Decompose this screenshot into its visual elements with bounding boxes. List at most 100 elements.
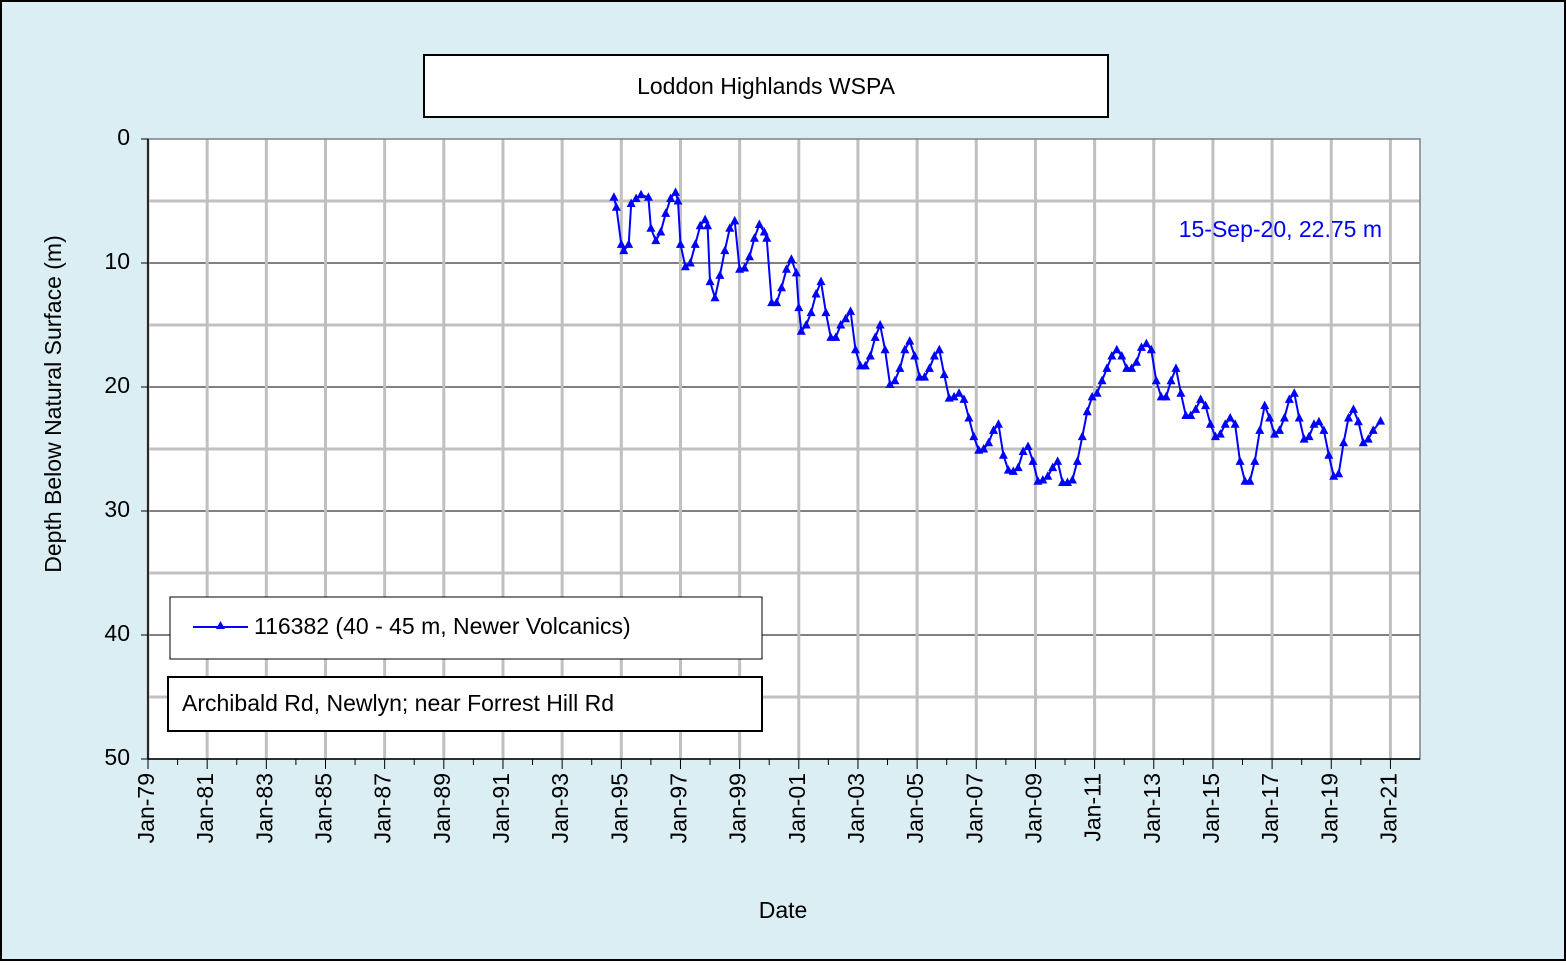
marker [920, 372, 930, 381]
marker [875, 320, 885, 329]
marker [791, 267, 801, 277]
marker [1112, 344, 1122, 354]
marker [1008, 466, 1018, 475]
marker [1220, 419, 1230, 428]
location-box [167, 676, 763, 732]
marker [969, 431, 979, 441]
marker [846, 306, 856, 315]
marker [740, 262, 750, 272]
marker [777, 282, 787, 292]
marker [720, 245, 730, 255]
x-tick-label: Jan-93 [547, 773, 573, 843]
annotation: 15-Sep-20, 22.75 m [1179, 216, 1382, 242]
marker [786, 254, 796, 263]
marker [624, 239, 634, 248]
marker [841, 313, 851, 323]
x-tick-label: Jan-11 [1080, 773, 1106, 842]
y-tick-label: 0 [117, 124, 130, 150]
marker [850, 344, 860, 354]
marker [1348, 404, 1358, 413]
location-label: Archibald Rd, Newlyn; near Forrest Hill … [182, 690, 614, 716]
marker [1294, 413, 1304, 422]
x-tick-label: Jan-03 [843, 773, 869, 843]
marker [631, 193, 641, 203]
marker [831, 332, 841, 341]
x-tick-label: Jan-79 [133, 773, 159, 843]
marker [643, 192, 653, 201]
marker [1344, 413, 1354, 422]
x-tick-label: Jan-05 [902, 773, 928, 843]
marker [1013, 462, 1023, 472]
marker [749, 233, 759, 242]
marker [673, 196, 683, 205]
marker [1255, 425, 1265, 434]
marker [934, 344, 944, 354]
marker [1205, 419, 1215, 428]
marker [1053, 456, 1063, 465]
x-tick-label: Jan-21 [1375, 773, 1401, 843]
marker [710, 292, 720, 302]
x-tick-label: Jan-95 [606, 773, 632, 843]
plot [609, 187, 1386, 486]
marker [1082, 406, 1092, 416]
marker [1339, 437, 1349, 447]
marker [949, 391, 959, 401]
marker [1166, 375, 1176, 385]
marker [1250, 456, 1260, 465]
x-tick-label: Jan-89 [429, 773, 455, 843]
x-tick-label: Jan-13 [1139, 773, 1165, 843]
marker [1028, 456, 1038, 465]
marker [1274, 425, 1284, 434]
marker [1260, 400, 1270, 410]
marker [1023, 441, 1033, 451]
marker [939, 369, 949, 379]
marker [675, 239, 685, 248]
marker [1191, 404, 1201, 413]
marker [1363, 434, 1373, 443]
marker [796, 326, 806, 335]
marker [1284, 394, 1294, 403]
marker [1235, 456, 1245, 465]
marker [611, 202, 621, 211]
marker [1304, 431, 1314, 441]
marker [806, 307, 816, 317]
marker [984, 437, 994, 447]
marker [744, 251, 754, 261]
marker [880, 344, 890, 354]
marker [754, 219, 764, 229]
x-tick-label: Jan-83 [251, 773, 277, 843]
y-tick-label: 40 [104, 620, 130, 646]
marker [1136, 342, 1146, 351]
marker [1265, 413, 1275, 422]
marker [636, 189, 646, 199]
marker [1353, 416, 1363, 426]
legend-marker [216, 621, 225, 629]
marker [1196, 394, 1206, 403]
x-axis-label: Date [759, 897, 808, 923]
marker [1314, 416, 1324, 426]
marker [1368, 425, 1378, 434]
marker [1279, 413, 1289, 422]
marker [890, 375, 900, 385]
marker [900, 344, 910, 354]
marker [1161, 391, 1171, 401]
marker [1334, 468, 1344, 478]
marker [705, 276, 715, 286]
marker [730, 215, 740, 225]
marker [954, 388, 964, 397]
marker [1225, 413, 1235, 422]
x-tick-label: Jan-87 [370, 773, 396, 843]
marker [905, 336, 915, 345]
marker [762, 233, 772, 242]
marker [1141, 338, 1151, 348]
marker [1097, 375, 1107, 385]
marker [1092, 388, 1102, 397]
marker [1171, 363, 1181, 372]
legend-label: 116382 (40 - 45 m, Newer Volcanics) [254, 613, 631, 639]
marker [885, 379, 895, 389]
marker [700, 214, 710, 224]
marker [725, 223, 735, 232]
marker [695, 220, 705, 230]
legend [169, 596, 763, 660]
marker [1210, 431, 1220, 441]
